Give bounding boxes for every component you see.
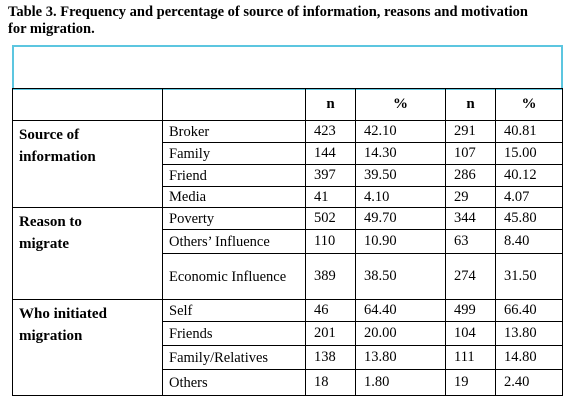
value-cell: 39.50 — [355, 164, 446, 187]
group-label: Reason to migrate — [19, 214, 82, 252]
value-cell: 499 — [445, 299, 496, 322]
row: Media 41 4.10 29 4.07 — [13, 186, 563, 208]
value-cell: 20.00 — [355, 321, 446, 346]
column-header: % — [355, 88, 446, 121]
value-cell: 66.40 — [495, 299, 563, 322]
value-cell: 291 — [445, 120, 496, 143]
value-cell: 144 — [305, 142, 356, 165]
column-header: % — [495, 88, 563, 121]
value-cell: 64.40 — [355, 299, 446, 322]
value-cell: 29 — [445, 186, 496, 208]
value-cell: 110 — [305, 229, 356, 254]
value-cell: 286 — [445, 164, 496, 187]
row-label-cell: Media — [162, 186, 306, 208]
row-label: Friend — [169, 167, 207, 184]
value-cell: 49.70 — [355, 207, 446, 230]
value-cell: 13.80 — [495, 321, 563, 346]
value-cell: 111 — [445, 345, 496, 370]
group-cell: Who initiated migration — [12, 299, 163, 396]
row-label-cell: Others’ Influence — [162, 229, 306, 254]
value-cell: 274 — [445, 253, 496, 300]
row-label-cell: Economic Influence — [162, 253, 306, 300]
row: Source of information Broker 423 42.10 291 40… — [12, 120, 563, 208]
value-cell: 1.80 — [355, 369, 446, 396]
value-cell: 63 — [445, 229, 496, 254]
row: Economic Influence 389 38.50 274 31.50 — [13, 253, 563, 300]
row-label-cell: Friends — [162, 321, 306, 346]
value-cell: 104 — [445, 321, 496, 346]
value-cell: 40.81 — [495, 120, 563, 143]
row-label-cell: Self — [162, 299, 306, 322]
row: Friends 201 20.00 104 13.80 — [13, 321, 563, 346]
value-cell: 31.50 — [495, 253, 563, 300]
value-cell: 397 — [305, 164, 356, 187]
row-label-cell: Broker — [162, 120, 306, 143]
row-label-cell: Family/Relatives — [162, 345, 306, 370]
row-label: Others — [169, 374, 208, 391]
value-cell: 18 — [305, 369, 356, 396]
header-row: n% n% — [12, 88, 563, 121]
row-label: Economic Influence — [169, 268, 287, 285]
value-cell: 42.10 — [355, 120, 446, 143]
value-cell: 2.40 — [495, 369, 563, 396]
row-label: Family — [169, 145, 211, 162]
row-label: Others’ Influence — [169, 233, 270, 250]
row-label-cell: Family — [162, 142, 306, 165]
header-cell — [12, 88, 163, 121]
value-cell: 10.90 — [355, 229, 446, 254]
empty-box — [12, 45, 563, 90]
group-label: Who initiated migration — [19, 306, 107, 344]
row: Reason to migrate Poverty 502 49.70 344 45.80 — [12, 207, 563, 300]
row: Others 18 1.80 19 2.40 — [13, 369, 563, 396]
value-cell: 45.80 — [495, 207, 563, 230]
value-cell: 15.00 — [495, 142, 563, 165]
value-cell: 13.80 — [355, 345, 446, 370]
row-label-cell: Friend — [162, 164, 306, 187]
row-label: Media — [169, 189, 207, 205]
row: Family/Relatives 138 13.80 111 14.80 — [13, 345, 563, 370]
group-label: Source of information — [19, 127, 96, 165]
header-cell — [162, 88, 306, 121]
value-cell: 107 — [445, 142, 496, 165]
row-label-cell: Poverty — [162, 207, 306, 230]
value-cell: 201 — [305, 321, 356, 346]
value-cell: 138 — [305, 345, 356, 370]
row: Family 144 14.30 107 15.00 — [13, 142, 563, 165]
table-body: n% n% Source of information Broker 423 42.10 2… — [12, 88, 563, 396]
row-label: Broker — [169, 123, 210, 140]
value-cell: 4.07 — [495, 186, 563, 208]
row-label: Friends — [169, 325, 213, 342]
row-label: Family/Relatives — [169, 349, 269, 366]
value-cell: 19 — [445, 369, 496, 396]
caption: Table 3. Frequency and percentage of sou… — [8, 4, 528, 37]
value-cell: 46 — [305, 299, 356, 322]
row-label-cell: Others — [162, 369, 306, 396]
row-label: Poverty — [169, 210, 215, 227]
value-cell: 389 — [305, 253, 356, 300]
value-cell: 14.80 — [495, 345, 563, 370]
row: Who initiated migration Self 46 64.40 499 66.… — [12, 299, 563, 396]
value-cell: 8.40 — [495, 229, 563, 254]
row: Friend 397 39.50 286 40.12 — [13, 164, 563, 187]
group-cell: Reason to migrate — [12, 207, 163, 300]
value-cell: 40.12 — [495, 164, 563, 187]
value-cell: 41 — [305, 186, 356, 208]
value-cell: 4.10 — [355, 186, 446, 208]
column-header: n — [305, 88, 356, 121]
row-label: Self — [169, 302, 193, 319]
value-cell: 14.30 — [355, 142, 446, 165]
value-cell: 423 — [305, 120, 356, 143]
table: n% n% Source of information Broker 423 42.10 2… — [12, 88, 563, 396]
value-cell: 344 — [445, 207, 496, 230]
value-cell: 502 — [305, 207, 356, 230]
column-header: n — [445, 88, 496, 121]
group-cell: Source of information — [12, 120, 163, 208]
value-cell: 38.50 — [355, 253, 446, 300]
